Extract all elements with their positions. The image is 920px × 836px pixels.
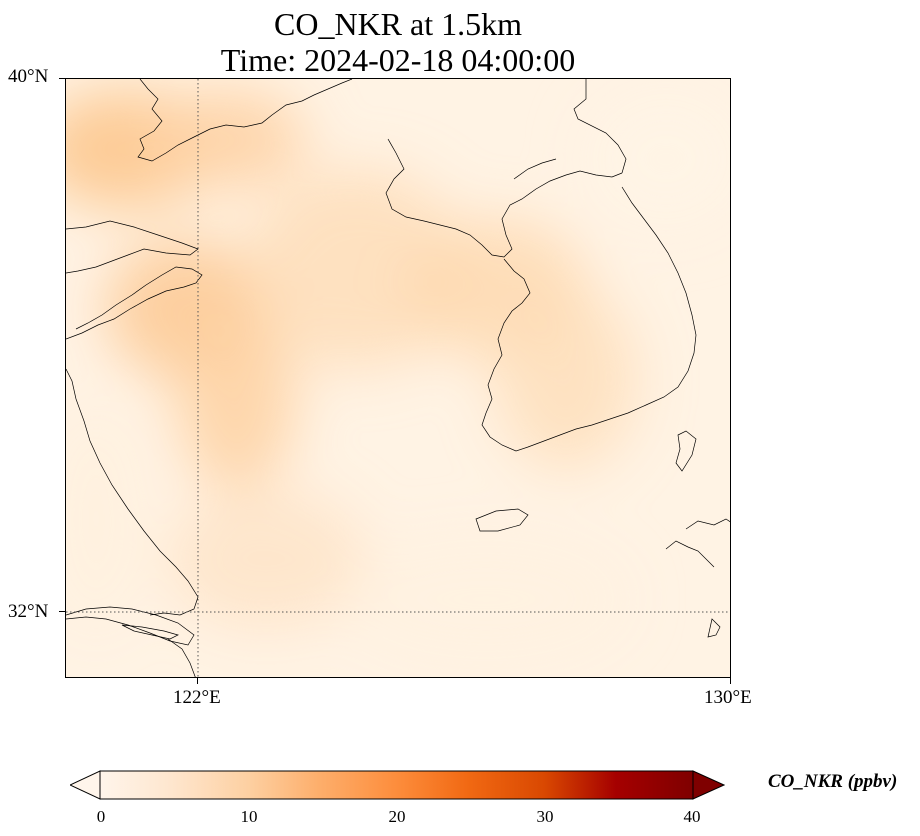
- colorbar-extend-min: [68, 770, 101, 800]
- colorbar-extend-max: [692, 770, 726, 800]
- colorbar-tick-40: 40: [683, 807, 701, 826]
- colorbar-svg: [68, 770, 726, 800]
- colorbar-tick-10: 10: [240, 807, 258, 826]
- x-tick-mark-130e: [730, 678, 731, 684]
- gridlines: [66, 79, 730, 677]
- x-tick-mark-122e: [197, 678, 198, 684]
- y-tick-mark-32n: [59, 611, 65, 612]
- concentration-field: [66, 89, 730, 659]
- colorbar-gradient: [99, 770, 694, 800]
- colorbar-tick-20: 20: [388, 807, 406, 826]
- x-tick-122e: 122°E: [173, 687, 221, 708]
- map-canvas: [66, 79, 730, 677]
- colorbar-tick-0: 0: [96, 807, 106, 826]
- y-tick-mark-40n: [59, 78, 65, 79]
- colorbar: [68, 770, 726, 800]
- map-subtitle-time: Time: 2024-02-18 04:00:00: [220, 42, 576, 78]
- colorbar-tick-30: 30: [536, 807, 554, 826]
- x-tick-130e: 130°E: [704, 687, 752, 708]
- y-tick-40n: 40°N: [8, 66, 49, 87]
- map-panel: [65, 78, 731, 678]
- map-title: CO_NKR at 1.5km: [274, 6, 522, 42]
- y-tick-32n: 32°N: [8, 601, 49, 622]
- colorbar-title: CO_NKR (ppbv): [768, 771, 898, 792]
- coastlines: [66, 79, 730, 677]
